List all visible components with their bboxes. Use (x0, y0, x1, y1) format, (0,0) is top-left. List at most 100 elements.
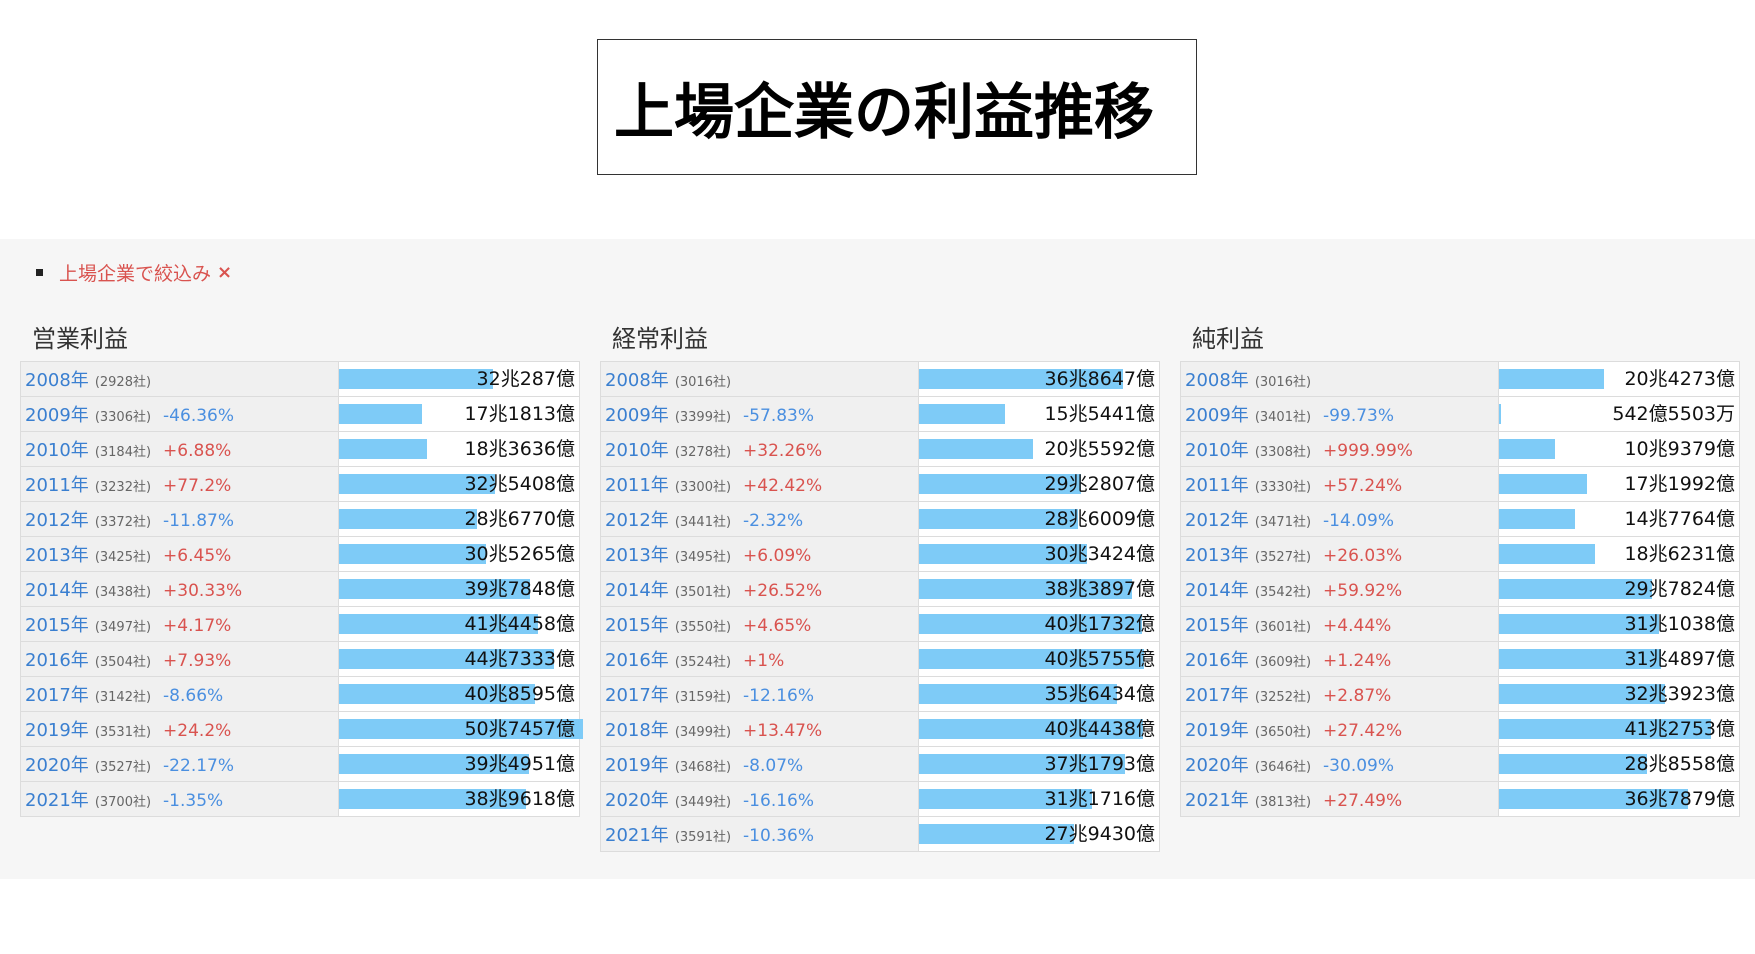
bar-cell: 30兆5265億 (337, 536, 581, 572)
change-percent: -12.16% (743, 686, 815, 706)
year-link[interactable]: 2009年 (1185, 405, 1249, 426)
profit-table: 2008年 (3016社) 20兆4273億 2009年 (3401社) -99.73% 5… (1180, 361, 1741, 817)
row-label-cell: 2015年 (3601社) +4.44% (1180, 606, 1499, 642)
row-label-cell: 2013年 (3425社) +6.45% (20, 536, 339, 572)
net-profit-section: 純利益 2008年 (3016社) 20兆4273億 2009年 (3401社) -99.… (1180, 321, 1741, 817)
title-box: 上場企業の利益推移 (597, 39, 1197, 175)
row-label-cell: 2020年 (3527社) -22.17% (20, 746, 339, 782)
change-percent: +26.52% (743, 581, 823, 601)
change-percent: +6.45% (163, 546, 232, 566)
company-count: (3468社) (674, 760, 732, 775)
table-row: 2020年 (3646社) -30.09% 28兆8558億 (1180, 746, 1741, 782)
value-label: 40兆5755億 (1044, 648, 1155, 670)
year-link[interactable]: 2010年 (605, 440, 669, 461)
bar (1498, 649, 1661, 669)
year-link[interactable]: 2019年 (1185, 720, 1249, 741)
year-link[interactable]: 2013年 (1185, 545, 1249, 566)
company-count: (3504社) (94, 655, 152, 670)
value-label: 31兆4897億 (1624, 648, 1735, 670)
year-link[interactable]: 2015年 (605, 615, 669, 636)
year-link[interactable]: 2012年 (1185, 510, 1249, 531)
change-percent: -30.09% (1323, 756, 1395, 776)
filter-tag[interactable]: 上場企業で絞込み × (36, 259, 232, 286)
row-label-cell: 2012年 (3372社) -11.87% (20, 501, 339, 537)
year-link[interactable]: 2016年 (25, 650, 89, 671)
row-label-cell: 2021年 (3591社) -10.36% (600, 816, 919, 852)
value-label: 36兆8647億 (1044, 368, 1155, 390)
bar-cell: 32兆3923億 (1497, 676, 1741, 712)
year-link[interactable]: 2021年 (1185, 790, 1249, 811)
year-link[interactable]: 2011年 (605, 475, 669, 496)
row-label-cell: 2008年 (2928社) (20, 361, 339, 397)
year-link[interactable]: 2013年 (605, 545, 669, 566)
year-link[interactable]: 2010年 (1185, 440, 1249, 461)
year-link[interactable]: 2015年 (1185, 615, 1249, 636)
bar-cell: 15兆5441億 (917, 396, 1161, 432)
year-link[interactable]: 2008年 (605, 370, 669, 391)
change-percent: -2.32% (743, 511, 804, 531)
year-link[interactable]: 2008年 (1185, 370, 1249, 391)
bar (338, 544, 486, 564)
bar (338, 509, 477, 529)
value-label: 39兆7848億 (464, 578, 575, 600)
year-link[interactable]: 2014年 (25, 580, 89, 601)
year-link[interactable]: 2019年 (25, 720, 89, 741)
table-row: 2019年 (3468社) -8.07% 37兆1793億 (600, 746, 1161, 782)
year-link[interactable]: 2020年 (1185, 755, 1249, 776)
bar (338, 474, 495, 494)
table-row: 2021年 (3813社) +27.49% 36兆7879億 (1180, 781, 1741, 817)
year-link[interactable]: 2017年 (1185, 685, 1249, 706)
bar-cell: 35兆6434億 (917, 676, 1161, 712)
filter-label[interactable]: 上場企業で絞込み (59, 263, 212, 285)
year-link[interactable]: 2010年 (25, 440, 89, 461)
year-link[interactable]: 2012年 (605, 510, 669, 531)
change-percent: -99.73% (1323, 406, 1395, 426)
year-link[interactable]: 2015年 (25, 615, 89, 636)
bar (1498, 404, 1501, 424)
bar-cell: 17兆1992億 (1497, 466, 1741, 502)
bar (1498, 789, 1688, 809)
year-link[interactable]: 2008年 (25, 370, 89, 391)
year-link[interactable]: 2014年 (605, 580, 669, 601)
value-label: 41兆4458億 (464, 613, 575, 635)
change-percent: -46.36% (163, 406, 235, 426)
year-link[interactable]: 2019年 (605, 755, 669, 776)
bar (918, 369, 1123, 389)
year-link[interactable]: 2016年 (1185, 650, 1249, 671)
value-label: 20兆5592億 (1044, 438, 1155, 460)
year-link[interactable]: 2012年 (25, 510, 89, 531)
year-link[interactable]: 2017年 (25, 685, 89, 706)
year-link[interactable]: 2020年 (605, 790, 669, 811)
year-link[interactable]: 2016年 (605, 650, 669, 671)
table-row: 2019年 (3531社) +24.2% 50兆7457億 (20, 711, 583, 747)
close-icon[interactable]: × (217, 262, 233, 283)
company-count: (3372社) (94, 515, 152, 530)
bar-cell: 27兆9430億 (917, 816, 1161, 852)
year-link[interactable]: 2011年 (1185, 475, 1249, 496)
change-percent: +6.09% (743, 546, 812, 566)
year-link[interactable]: 2009年 (25, 405, 89, 426)
change-percent: +24.2% (163, 721, 232, 741)
year-link[interactable]: 2009年 (605, 405, 669, 426)
table-row: 2014年 (3501社) +26.52% 38兆3897億 (600, 571, 1161, 607)
year-link[interactable]: 2018年 (605, 720, 669, 741)
bar (338, 789, 526, 809)
row-label-cell: 2017年 (3252社) +2.87% (1180, 676, 1499, 712)
year-link[interactable]: 2021年 (605, 825, 669, 846)
change-percent: +4.17% (163, 616, 232, 636)
value-label: 30兆3424億 (1044, 543, 1155, 565)
year-link[interactable]: 2020年 (25, 755, 89, 776)
table-row: 2015年 (3601社) +4.44% 31兆1038億 (1180, 606, 1741, 642)
page-title: 上場企業の利益推移 (614, 78, 1154, 148)
value-label: 17兆1992億 (1624, 473, 1735, 495)
company-count: (3016社) (1254, 375, 1312, 390)
year-link[interactable]: 2011年 (25, 475, 89, 496)
year-link[interactable]: 2014年 (1185, 580, 1249, 601)
year-link[interactable]: 2017年 (605, 685, 669, 706)
value-label: 50兆7457億 (464, 718, 575, 740)
value-label: 30兆5265億 (464, 543, 575, 565)
year-link[interactable]: 2021年 (25, 790, 89, 811)
year-link[interactable]: 2013年 (25, 545, 89, 566)
value-label: 18兆3636億 (464, 438, 575, 460)
row-label-cell: 2010年 (3184社) +6.88% (20, 431, 339, 467)
